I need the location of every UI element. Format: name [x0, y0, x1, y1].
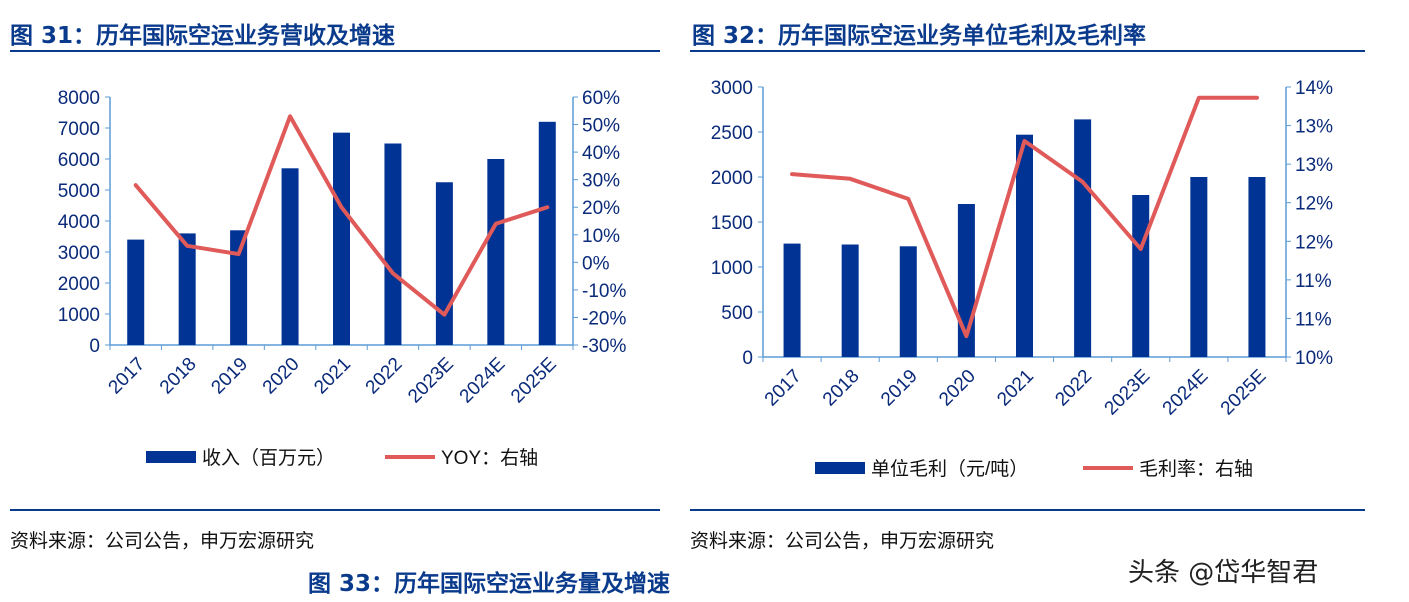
figure-32-top-rule — [690, 50, 1365, 52]
chart0-left-tick-label: 4000 — [58, 212, 100, 233]
chart0-bar-2025E — [538, 121, 556, 345]
chart1-right-tick-label: 11% — [1295, 309, 1332, 330]
chart0-x-tick-label: 2020 — [259, 354, 304, 399]
chart1-bar-2017 — [783, 243, 801, 357]
chart1-legend-bar-swatch — [815, 462, 865, 474]
figure-32-source: 资料来源：公司公告，申万宏源研究 — [690, 530, 995, 552]
chart0-bar-2022 — [384, 143, 402, 345]
chart0-right-tick-label: 10% — [582, 226, 620, 247]
chart1-bar-2022 — [1074, 119, 1092, 358]
chart0-right-tick-label: -30% — [582, 336, 626, 357]
chart0-bar-2023E — [435, 182, 453, 345]
chart1-x-tick-label: 2019 — [877, 366, 922, 411]
chart1-x-tick-label: 2020 — [935, 366, 980, 411]
chart0-legend-line-label: YOY：右轴 — [441, 447, 538, 469]
chart1-bar-2023E — [1132, 195, 1150, 357]
figure-31-top-rule — [10, 50, 660, 52]
chart0-right-tick-label: 60% — [582, 88, 620, 109]
figure-31-title: 图 31：历年国际空运业务营收及增速 — [10, 23, 396, 49]
chart1-x-tick-label: 2022 — [1051, 366, 1096, 411]
chart0-left-tick-label: 1000 — [58, 305, 100, 326]
chart1-bar-2021 — [1016, 134, 1033, 357]
chart0-right-tick-label: 20% — [582, 198, 620, 219]
chart0-x-tick-label: 2017 — [105, 354, 150, 399]
chart0-left-tick-label: 2000 — [58, 274, 100, 295]
chart0-bar-2018 — [178, 233, 196, 345]
chart0-left-tick-label: 3000 — [58, 243, 100, 264]
chart1-right-tick-label: 12% — [1295, 232, 1333, 253]
chart0-x-tick-label: 2018 — [156, 354, 201, 399]
chart0-legend-bar-label: 收入（百万元） — [202, 447, 335, 469]
chart1-right-tick-label: 13% — [1295, 155, 1333, 176]
chart1-legend-line-label: 毛利率：右轴 — [1139, 458, 1253, 480]
chart1-bar-2018 — [841, 244, 859, 357]
figure-31-bottom-rule — [10, 509, 660, 511]
chart1-left-tick-label: 2500 — [711, 123, 753, 144]
chart0-x-tick-label: 2021 — [310, 354, 355, 399]
figure-32-bottom-rule — [690, 509, 1365, 511]
chart1-x-tick-label: 2017 — [761, 366, 806, 411]
chart1-bar-2025E — [1248, 177, 1266, 357]
chart1-right-tick-label: 14% — [1295, 78, 1333, 99]
chart0-x-tick-label: 2023E — [404, 354, 458, 408]
chart0-left-tick-label: 0 — [89, 336, 100, 357]
chart0-right-tick-label: -10% — [582, 281, 626, 302]
chart0-left-tick-label: 6000 — [58, 150, 100, 171]
chart0-right-tick-label: 40% — [582, 143, 620, 164]
figure-31-source: 资料来源：公司公告，申万宏源研究 — [10, 530, 315, 552]
chart0-x-tick-label: 2024E — [456, 354, 510, 408]
figure-32-title: 图 32：历年国际空运业务单位毛利及毛利率 — [692, 23, 1147, 49]
chart1-x-tick-label: 2021 — [993, 366, 1038, 411]
chart1-left-tick-label: 1000 — [711, 258, 753, 279]
chart1-right-tick-label: 12% — [1295, 194, 1333, 215]
chart1-x-tick-label: 2018 — [819, 366, 864, 411]
chart0-right-tick-label: -20% — [582, 308, 626, 329]
chart0-right-tick-label: 0% — [582, 253, 610, 274]
chart1-right-tick-label: 11% — [1295, 271, 1332, 292]
chart1-left-tick-label: 3000 — [711, 78, 753, 99]
chart0-bar-2019 — [230, 230, 248, 345]
figure-33-title: 图 33：历年国际空运业务量及增速 — [308, 571, 671, 597]
chart0-bar-2020 — [281, 168, 299, 345]
chart1-left-tick-label: 1500 — [711, 213, 753, 234]
chart0-x-tick-label: 2022 — [362, 354, 407, 399]
chart1-legend-bar-label: 单位毛利（元/吨） — [871, 458, 1028, 480]
chart0-left-tick-label: 7000 — [58, 119, 100, 140]
chart0-bar-2024E — [487, 159, 505, 345]
chart0-left-tick-label: 5000 — [58, 181, 100, 202]
chart1-right-tick-label: 13% — [1295, 117, 1333, 138]
chart1-bar-2024E — [1190, 177, 1208, 357]
chart0-x-tick-label: 2019 — [207, 354, 252, 399]
chart1-left-tick-label: 2000 — [711, 168, 753, 189]
chart0-right-tick-label: 30% — [582, 171, 620, 192]
chart0-bar-2017 — [127, 239, 145, 345]
chart0-bar-2021 — [333, 132, 350, 345]
chart1-bar-2019 — [899, 246, 917, 357]
chart0-legend-bar-swatch — [146, 451, 196, 463]
chart1-x-tick-label: 2024E — [1159, 366, 1213, 420]
watermark: 头条 @岱华智君 — [1128, 558, 1319, 588]
chart1-left-tick-label: 0 — [742, 348, 753, 369]
chart0-right-tick-label: 50% — [582, 116, 620, 137]
chart1-x-tick-label: 2023E — [1101, 366, 1155, 420]
chart0-left-tick-label: 8000 — [58, 88, 100, 109]
chart1-left-tick-label: 500 — [721, 303, 753, 324]
chart1-x-tick-label: 2025E — [1217, 366, 1271, 420]
chart1-right-tick-label: 10% — [1295, 348, 1333, 369]
chart0-x-tick-label: 2025E — [507, 354, 561, 408]
